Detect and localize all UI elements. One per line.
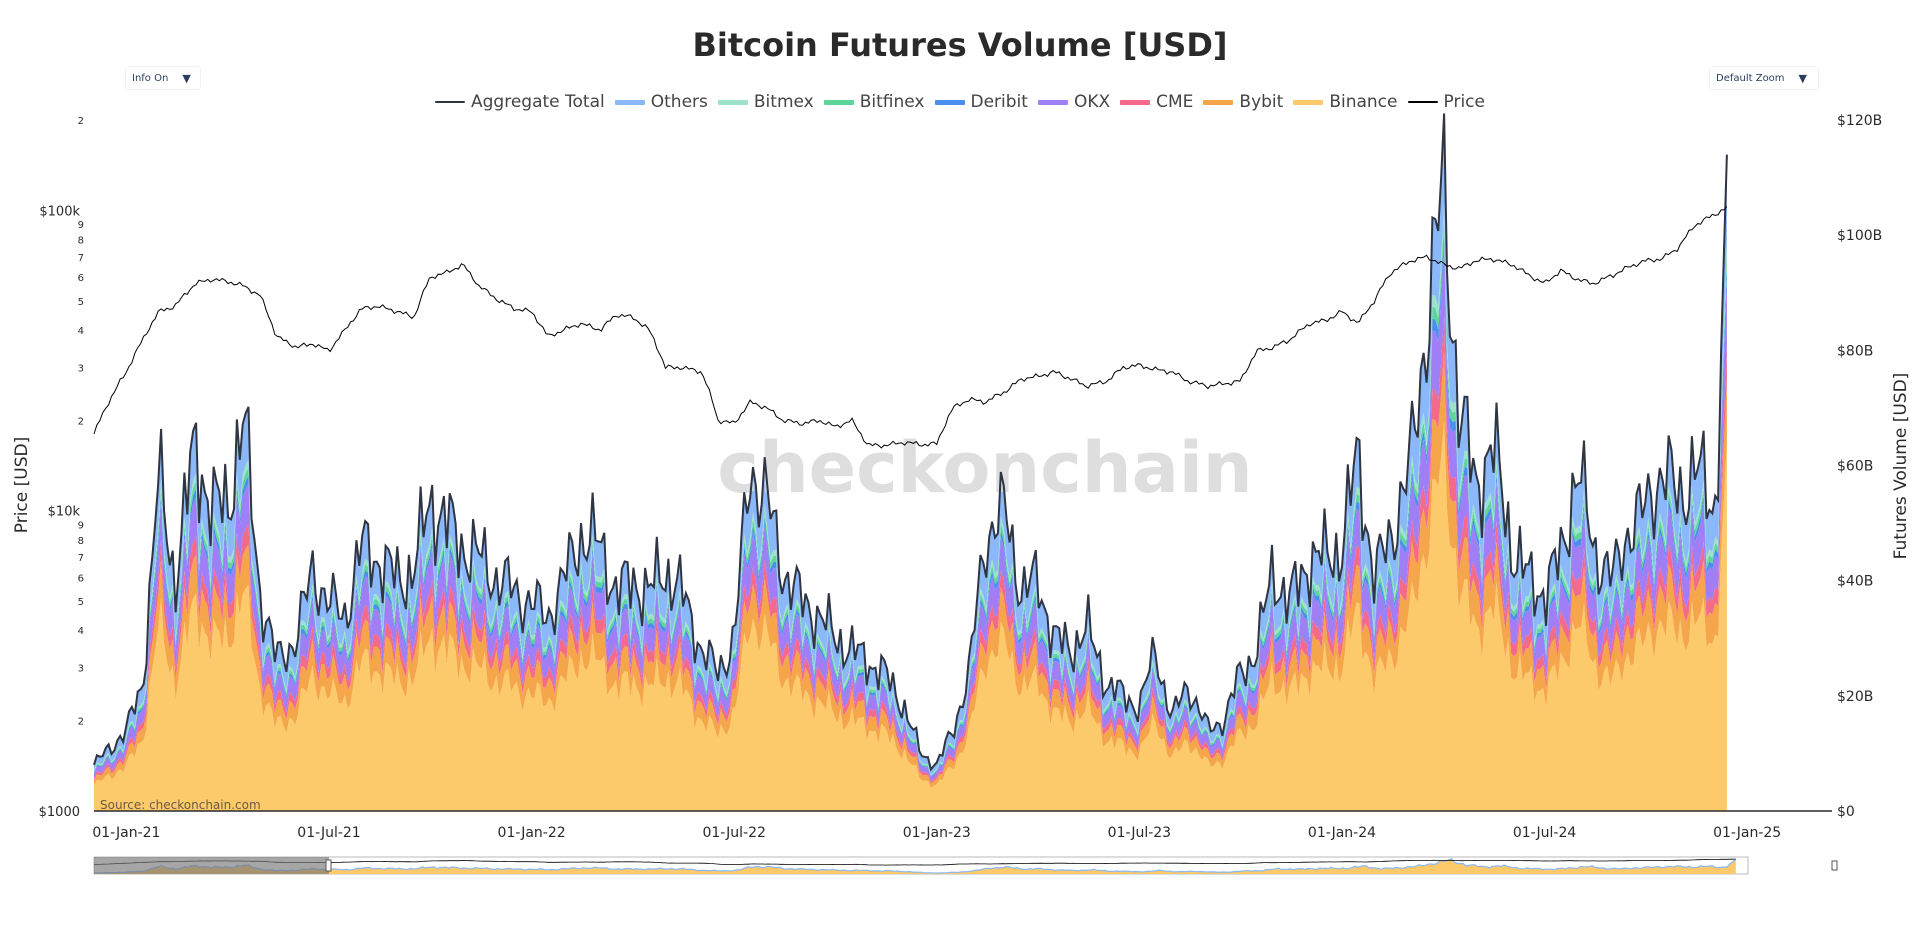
legend-label: Aggregate Total xyxy=(471,92,605,112)
legend-swatch xyxy=(823,99,854,105)
x-tick-label: 01-Jul-24 xyxy=(1513,825,1576,841)
y-left-tick-label: $1000 xyxy=(39,805,80,820)
legend-item-cme[interactable]: CME xyxy=(1120,92,1193,112)
y-left-minor-tick-label: 8 xyxy=(78,236,84,247)
area-bybit xyxy=(94,350,1727,788)
y-right-tick-label: $0 xyxy=(1837,804,1855,820)
zoom-label: Default Zoom xyxy=(1716,72,1785,84)
y-left-minor-tick-label: 7 xyxy=(78,253,84,264)
legend-swatch xyxy=(1293,99,1324,105)
x-tick-label: 01-Jan-21 xyxy=(92,825,160,841)
legend-swatch xyxy=(1037,99,1068,105)
x-tick-label: 01-Jan-23 xyxy=(903,825,971,841)
legend-label: Bitmex xyxy=(753,92,814,112)
legend-label: Deribit xyxy=(970,92,1028,112)
area-others xyxy=(94,113,1727,775)
legend-swatch xyxy=(435,101,466,103)
info-toggle-label: Info On xyxy=(132,72,169,84)
legend-swatch xyxy=(717,99,748,105)
chart-legend: Aggregate Total Others Bitmex Bitfinex Derib… xyxy=(0,92,1920,112)
legend-label: Bitfinex xyxy=(859,92,925,112)
y-right-tick-label: $40B xyxy=(1837,574,1873,590)
y-left-minor-tick-label: 5 xyxy=(78,297,84,308)
y-left-tick-label: $100k xyxy=(39,204,80,219)
y-left-minor-tick-label: 5 xyxy=(78,597,84,608)
legend-label: Bybit xyxy=(1239,92,1284,112)
x-tick-label: 01-Jul-22 xyxy=(702,825,765,841)
y-left-axis-title: Price [USD] xyxy=(12,437,32,533)
y-left-minor-tick-label: 2 xyxy=(78,416,84,427)
legend-item-bybit[interactable]: Bybit xyxy=(1203,92,1283,112)
y-right-tick-label: $60B xyxy=(1837,459,1873,475)
legend-swatch xyxy=(1407,101,1438,103)
x-tick-label: 01-Jan-22 xyxy=(498,825,566,841)
legend-label: OKX xyxy=(1073,92,1111,112)
legend-label: Price xyxy=(1443,92,1485,112)
legend-swatch xyxy=(934,99,965,105)
area-binance xyxy=(94,420,1727,811)
legend-item-bitmex[interactable]: Bitmex xyxy=(717,92,814,112)
info-toggle-dropdown[interactable]: Info On ▼ xyxy=(126,67,200,89)
y-left-minor-tick-label: 9 xyxy=(78,220,84,231)
chart-title: Bitcoin Futures Volume [USD] xyxy=(692,26,1228,64)
watermark-text: checkonchain xyxy=(717,427,1252,509)
range-slider-mask xyxy=(94,857,329,874)
legend-item-aggregate-total[interactable]: Aggregate Total xyxy=(435,92,605,112)
legend-item-okx[interactable]: OKX xyxy=(1037,92,1111,112)
source-label: Source: checkonchain.com xyxy=(100,798,261,812)
y-left-minor-tick-label: 3 xyxy=(78,664,84,675)
y-left-minor-tick-label: 4 xyxy=(78,326,84,337)
legend-swatch xyxy=(1203,99,1234,105)
legend-item-deribit[interactable]: Deribit xyxy=(934,92,1028,112)
legend-item-others[interactable]: Others xyxy=(614,92,708,112)
range-slider-preview-area xyxy=(94,858,1736,874)
y-left-minor-tick-label: 2 xyxy=(78,717,84,728)
x-tick-label: 01-Jan-24 xyxy=(1308,825,1376,841)
range-slider-handle-left[interactable] xyxy=(325,859,332,872)
legend-label: Others xyxy=(650,92,708,112)
y-left-minor-tick-label: 6 xyxy=(78,273,84,284)
y-right-tick-label: $80B xyxy=(1837,343,1873,359)
legend-item-bitfinex[interactable]: Bitfinex xyxy=(823,92,925,112)
legend-label: Binance xyxy=(1329,92,1398,112)
legend-label: CME xyxy=(1156,92,1194,112)
aggregate-total-line xyxy=(93,113,1728,772)
y-left-minor-tick-label: 3 xyxy=(78,363,84,374)
y-left-minor-tick-label: 6 xyxy=(78,573,84,584)
area-okx xyxy=(94,245,1727,782)
legend-item-binance[interactable]: Binance xyxy=(1293,92,1398,112)
y-left-minor-tick-label: 8 xyxy=(78,536,84,547)
y-left-minor-tick-label: 4 xyxy=(78,626,84,637)
range-slider-handle-right[interactable] xyxy=(1831,860,1838,871)
x-tick-label: 01-Jul-23 xyxy=(1108,825,1171,841)
y-right-axis-title: Futures Volume [USD] xyxy=(1891,373,1911,560)
price-line xyxy=(93,206,1728,449)
legend-swatch xyxy=(1120,99,1151,105)
y-right-tick-label: $120B xyxy=(1837,113,1882,129)
y-left-minor-tick-label: 7 xyxy=(78,553,84,564)
y-left-minor-tick-label: 9 xyxy=(78,520,84,531)
y-left-minor-tick-label: 2 xyxy=(78,116,84,127)
range-slider-price-line xyxy=(93,858,1736,866)
legend-swatch xyxy=(614,99,645,105)
y-right-tick-label: $100B xyxy=(1837,228,1882,244)
y-right-tick-label: $20B xyxy=(1837,689,1873,705)
range-slider-preview-line xyxy=(93,857,1737,874)
x-tick-label: 01-Jan-25 xyxy=(1713,825,1781,841)
stacked-area-group xyxy=(94,113,1727,811)
y-left-tick-label: $10k xyxy=(48,505,81,520)
chevron-down-icon: ▼ xyxy=(182,71,191,85)
chevron-down-icon: ▼ xyxy=(1798,71,1808,85)
zoom-dropdown[interactable]: Default Zoom ▼ xyxy=(1710,67,1818,89)
x-tick-label: 01-Jul-21 xyxy=(297,825,360,841)
legend-item-price[interactable]: Price xyxy=(1407,92,1485,112)
